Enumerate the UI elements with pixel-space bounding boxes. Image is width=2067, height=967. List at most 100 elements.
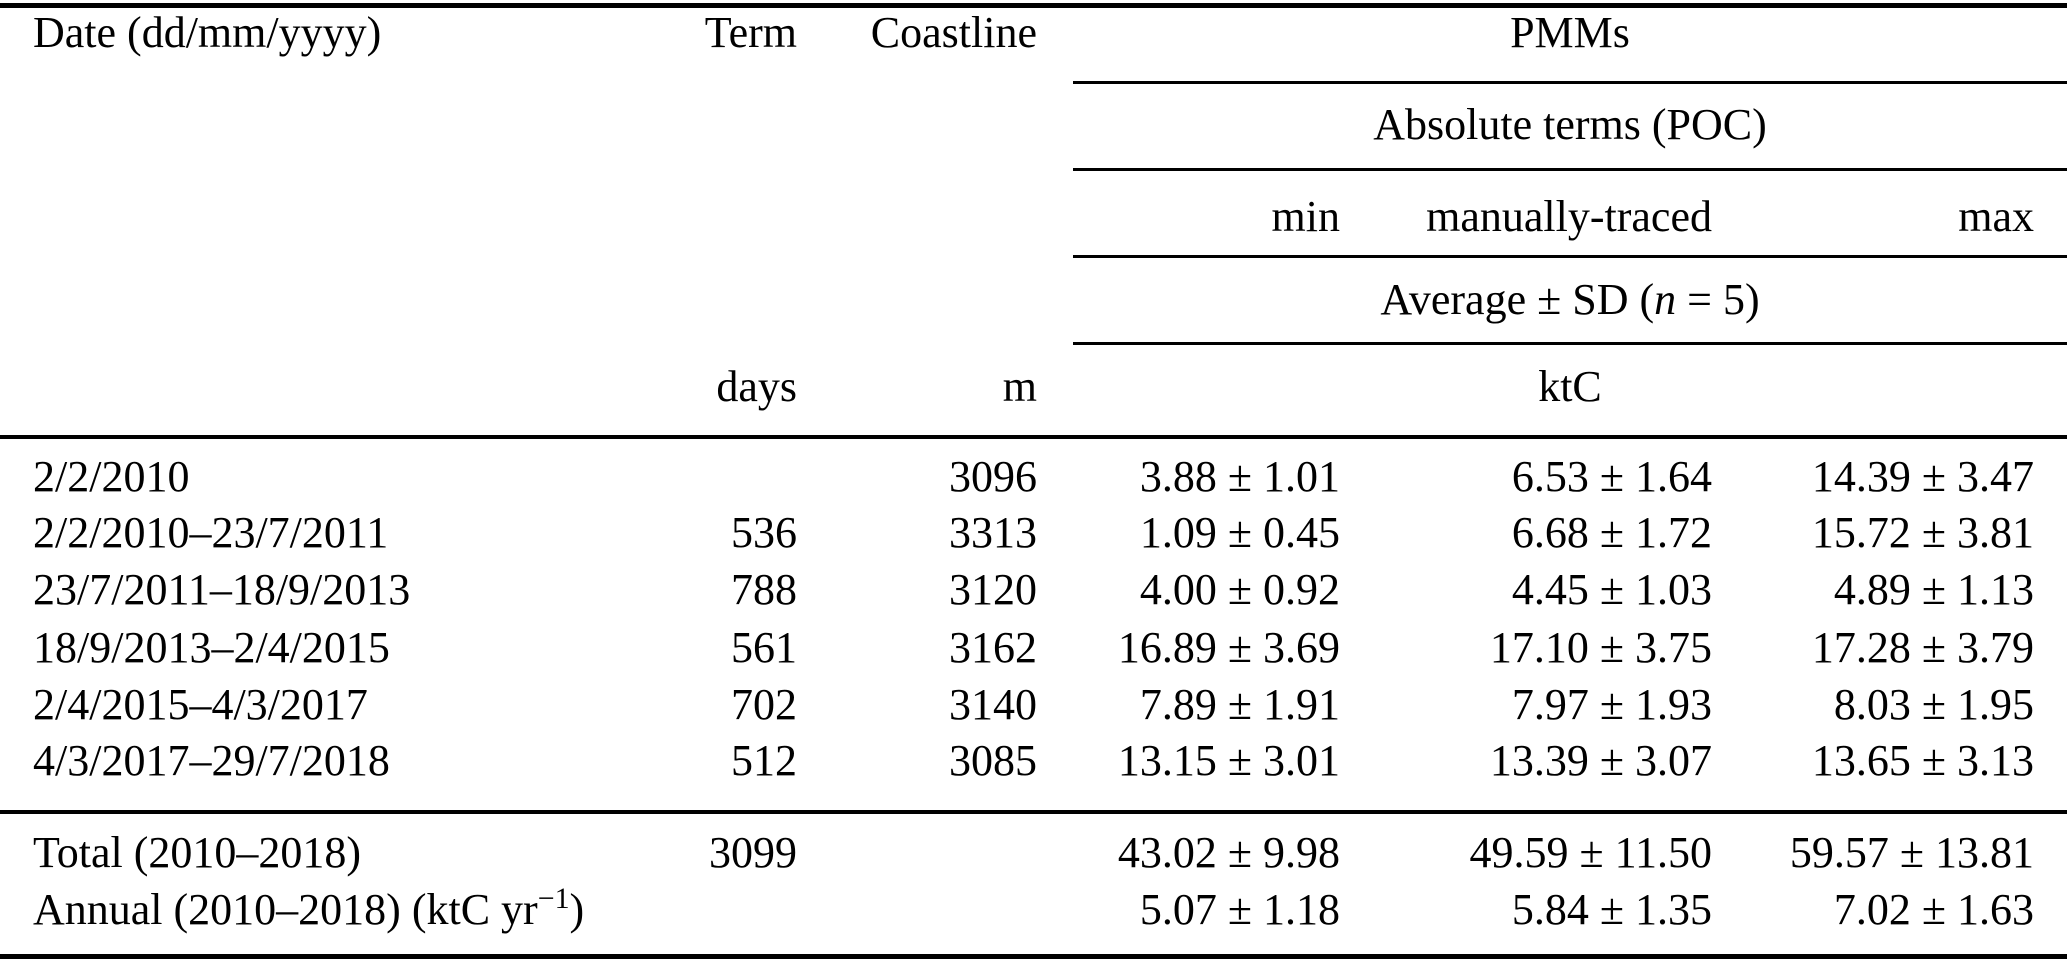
cell-poc-max: 59.57 ± 13.81 xyxy=(1789,828,2034,877)
min-traced-max-rule xyxy=(1073,255,2067,258)
cell-term: 3099 xyxy=(709,828,797,877)
cell-poc-min: 16.89 ± 3.69 xyxy=(1117,623,1340,672)
summary-row-total: Total (2010–2018) 3099 43.02 ± 9.98 49.5… xyxy=(0,830,2067,876)
average-sd-suffix: = 5) xyxy=(1676,275,1760,324)
cell-poc-min: 13.15 ± 3.01 xyxy=(1117,736,1340,785)
spacer xyxy=(1037,887,1073,933)
cell-poc-max: 4.89 ± 1.13 xyxy=(1833,565,2034,614)
cell-poc-min: 4.00 ± 0.92 xyxy=(1139,565,1340,614)
unit-term-days: days xyxy=(716,362,797,411)
cell-poc-traced: 13.39 ± 3.07 xyxy=(1489,736,1712,785)
table-row: 2/4/2015–4/3/2017 702 3140 7.89 ± 1.91 7… xyxy=(0,682,2067,728)
cell-date: 2/2/2010–23/7/2011 xyxy=(33,508,389,557)
spacer xyxy=(1037,510,1073,556)
unit-coastline-m: m xyxy=(1002,362,1037,411)
cell-date: 23/7/2011–18/9/2013 xyxy=(33,565,411,614)
col-header-max: max xyxy=(1958,192,2034,241)
unit-date-empty xyxy=(0,364,620,410)
spacer xyxy=(1037,738,1073,784)
col-header-coastline: Coastline xyxy=(870,8,1037,57)
cell-poc-max: 13.65 ± 3.13 xyxy=(1811,736,2034,785)
absolute-terms-rule xyxy=(1073,168,2067,171)
cell-coastline: 3096 xyxy=(949,452,1037,501)
cell-poc-min: 1.09 ± 0.45 xyxy=(1139,508,1340,557)
header-row-min-traced-max: min manually-traced max xyxy=(0,194,2067,240)
cell-poc-traced: 5.84 ± 1.35 xyxy=(1511,885,1712,934)
table-row: 2/2/2010 3096 3.88 ± 1.01 6.53 ± 1.64 14… xyxy=(0,454,2067,500)
cell-coastline: 3313 xyxy=(949,508,1037,557)
cell-poc-max: 15.72 ± 3.81 xyxy=(1811,508,2034,557)
cell-date: 2/2/2010 xyxy=(33,452,190,501)
cell-poc-max: 17.28 ± 3.79 xyxy=(1811,623,2034,672)
spacer xyxy=(1037,364,1073,410)
table-row: 2/2/2010–23/7/2011 536 3313 1.09 ± 0.45 … xyxy=(0,510,2067,556)
subgroup-header-absolute-terms: Absolute terms (POC) xyxy=(1373,100,1767,149)
cell-poc-min: 5.07 ± 1.18 xyxy=(1139,885,1340,934)
annual-label-superscript: −1 xyxy=(537,881,570,915)
cell-term: 561 xyxy=(731,623,797,672)
unit-pmms-ktc: ktC xyxy=(1538,362,1602,411)
cell-poc-min: 43.02 ± 9.98 xyxy=(1117,828,1340,877)
summary-row-annual: Annual (2010–2018) (ktC yr−1) 5.07 ± 1.1… xyxy=(0,883,2067,934)
cell-term: 512 xyxy=(731,736,797,785)
header-row-average-sd: Average ± SD (n = 5) xyxy=(0,277,2067,323)
average-sd-prefix: Average ± SD ( xyxy=(1380,275,1655,324)
col-header-manually-traced: manually-traced xyxy=(1426,192,1712,241)
spacer xyxy=(0,102,1073,148)
cell-coastline: 3162 xyxy=(949,623,1037,672)
table-bottom-rule xyxy=(0,954,2067,959)
spacer xyxy=(1037,10,1073,56)
col-group-header-pmms: PMMs xyxy=(1510,8,1630,57)
cell-term: 536 xyxy=(731,508,797,557)
average-sd-rule xyxy=(1073,342,2067,345)
cell-term: 788 xyxy=(731,565,797,614)
spacer xyxy=(0,194,1073,240)
cell-annual-label: Annual (2010–2018) (ktC yr−1) xyxy=(0,883,620,934)
spacer xyxy=(1037,625,1073,671)
table-row: 18/9/2013–2/4/2015 561 3162 16.89 ± 3.69… xyxy=(0,625,2067,671)
header-row-main: Date (dd/mm/yyyy) Term Coastline PMMs xyxy=(0,10,2067,56)
cell-date: 18/9/2013–2/4/2015 xyxy=(33,623,390,672)
spacer xyxy=(1037,830,1073,876)
cell-poc-traced: 7.97 ± 1.93 xyxy=(1511,680,1712,729)
pmms-group-rule xyxy=(1073,81,2067,84)
col-header-date: Date (dd/mm/yyyy) xyxy=(33,8,382,57)
body-summary-divider-rule xyxy=(0,810,2067,814)
table-row: 4/3/2017–29/7/2018 512 3085 13.15 ± 3.01… xyxy=(0,738,2067,784)
col-header-min: min xyxy=(1271,192,1340,241)
table-top-rule xyxy=(0,3,2067,8)
cell-coastline xyxy=(797,830,1037,876)
cell-poc-max: 7.02 ± 1.63 xyxy=(1833,885,2034,934)
table-row: 23/7/2011–18/9/2013 788 3120 4.00 ± 0.92… xyxy=(0,567,2067,613)
cell-term xyxy=(620,887,797,933)
cell-poc-traced: 17.10 ± 3.75 xyxy=(1489,623,1712,672)
cell-poc-min: 3.88 ± 1.01 xyxy=(1139,452,1340,501)
cell-poc-max: 8.03 ± 1.95 xyxy=(1833,680,2034,729)
cell-date: 2/4/2015–4/3/2017 xyxy=(33,680,368,729)
cell-coastline xyxy=(797,887,1037,933)
header-row-units: days m ktC xyxy=(0,364,2067,410)
cell-term xyxy=(620,454,797,500)
cell-coastline: 3120 xyxy=(949,565,1037,614)
spacer xyxy=(0,277,1073,323)
cell-poc-traced: 49.59 ± 11.50 xyxy=(1469,828,1712,877)
col-header-term: Term xyxy=(704,8,797,57)
cell-total-label: Total (2010–2018) xyxy=(33,828,362,877)
cell-poc-traced: 4.45 ± 1.03 xyxy=(1511,565,1712,614)
cell-poc-traced: 6.53 ± 1.64 xyxy=(1511,452,1712,501)
spacer xyxy=(1037,454,1073,500)
cell-date: 4/3/2017–29/7/2018 xyxy=(33,736,390,785)
header-row-absolute-terms: Absolute terms (POC) xyxy=(0,102,2067,148)
cell-poc-min: 7.89 ± 1.91 xyxy=(1139,680,1340,729)
annual-label-suffix: ) xyxy=(569,885,585,934)
cell-coastline: 3085 xyxy=(949,736,1037,785)
spacer xyxy=(1037,682,1073,728)
average-sd-n-variable: n xyxy=(1654,275,1677,324)
cell-coastline: 3140 xyxy=(949,680,1037,729)
header-body-divider-rule xyxy=(0,435,2067,439)
subgroup-header-average-sd: Average ± SD (n = 5) xyxy=(1073,277,2067,323)
spacer xyxy=(1037,567,1073,613)
cell-term: 702 xyxy=(731,680,797,729)
annual-label-prefix: Annual (2010–2018) (ktC yr xyxy=(33,885,538,934)
cell-poc-traced: 6.68 ± 1.72 xyxy=(1511,508,1712,557)
